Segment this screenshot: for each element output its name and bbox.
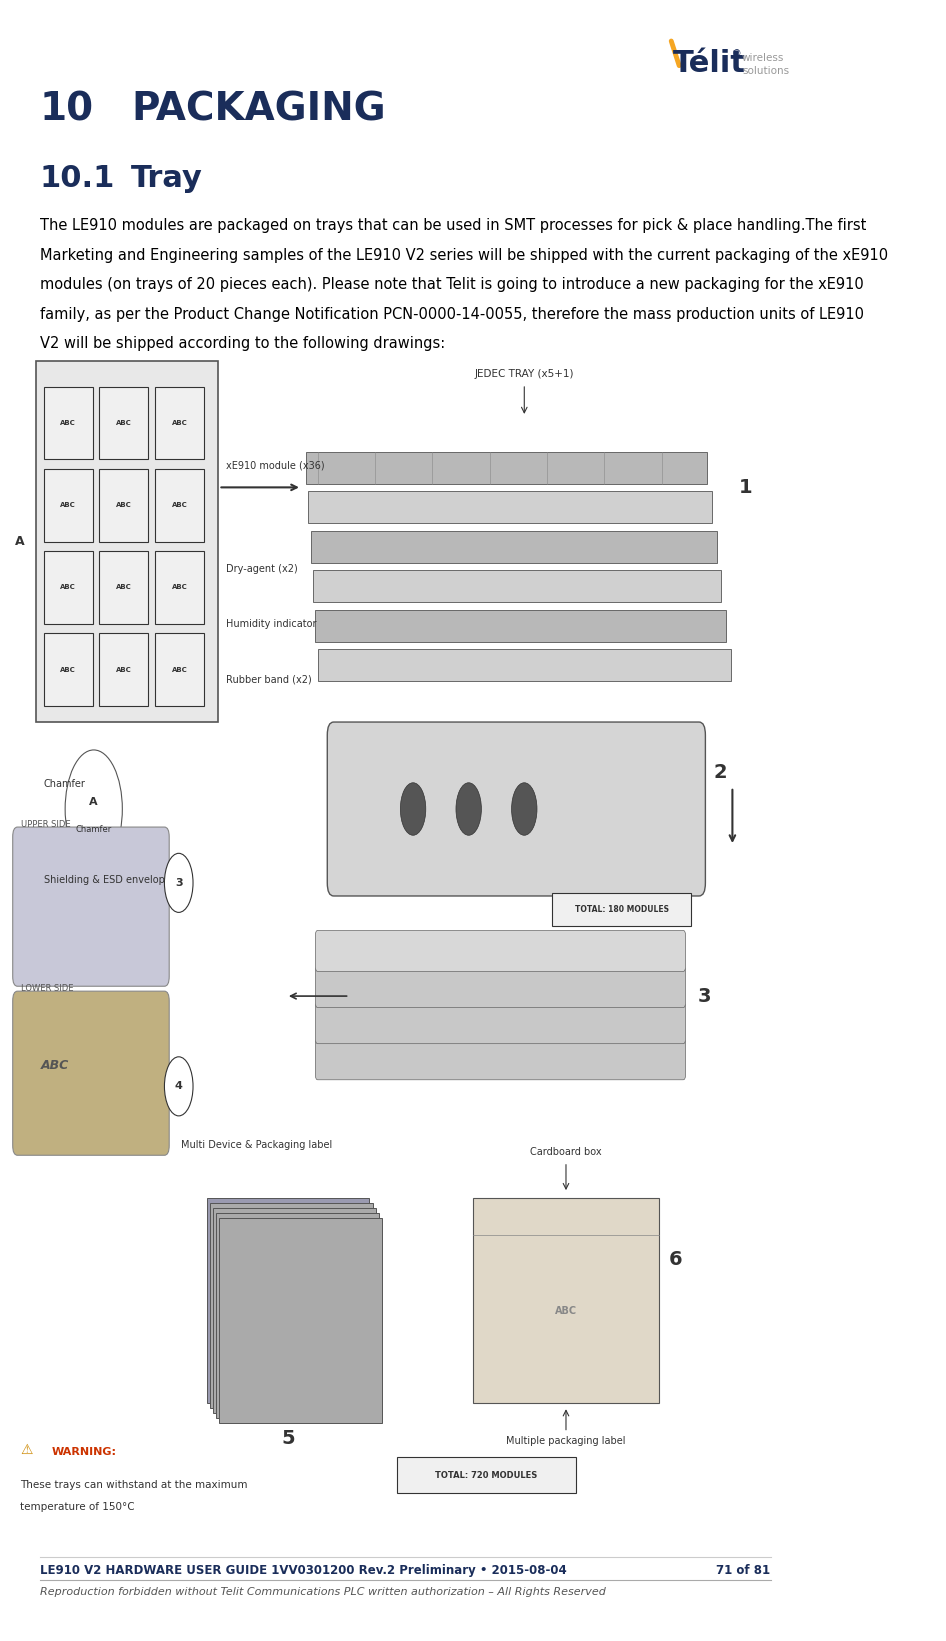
Circle shape	[400, 783, 426, 835]
Text: ABC: ABC	[171, 666, 187, 673]
Text: ABC: ABC	[116, 420, 131, 427]
Text: Multi Device & Packaging label: Multi Device & Packaging label	[181, 1140, 332, 1150]
Bar	[552, 893, 692, 926]
Text: Marketing and Engineering samples of the LE910 V2 series will be shipped with th: Marketing and Engineering samples of the…	[40, 248, 888, 263]
Text: PACKAGING: PACKAGING	[131, 90, 386, 128]
Text: ABC: ABC	[61, 666, 76, 673]
Text: ABC: ABC	[61, 502, 76, 509]
Bar	[216, 1213, 379, 1418]
Bar	[306, 453, 707, 484]
Text: WARNING:: WARNING:	[52, 1447, 116, 1457]
Text: Chamfer: Chamfer	[76, 825, 112, 834]
Bar	[44, 469, 93, 542]
Bar	[318, 650, 731, 681]
Bar	[99, 633, 149, 706]
Text: 6: 6	[669, 1250, 682, 1268]
Text: The LE910 modules are packaged on trays that can be used in SMT processes for pi: The LE910 modules are packaged on trays …	[40, 218, 867, 233]
FancyBboxPatch shape	[315, 1003, 686, 1044]
Text: Rubber band (x2): Rubber band (x2)	[226, 674, 312, 684]
Text: Télit: Télit	[673, 49, 745, 79]
Bar	[155, 387, 203, 459]
Bar	[313, 571, 721, 602]
Bar	[155, 633, 203, 706]
Text: V2 will be shipped according to the following drawings:: V2 will be shipped according to the foll…	[40, 336, 445, 351]
Text: 10.1: 10.1	[40, 164, 115, 194]
Bar	[36, 361, 219, 722]
Text: A: A	[90, 798, 98, 807]
Bar	[397, 1457, 576, 1493]
Text: 4: 4	[175, 1081, 183, 1091]
Bar	[473, 1198, 659, 1403]
Text: LOWER SIDE: LOWER SIDE	[22, 985, 74, 993]
Text: Humidity indicator: Humidity indicator	[226, 619, 317, 629]
FancyBboxPatch shape	[315, 1039, 686, 1080]
Text: 5: 5	[281, 1429, 295, 1449]
Bar	[213, 1208, 376, 1413]
Bar	[99, 387, 149, 459]
Bar	[99, 551, 149, 624]
Bar	[315, 609, 726, 642]
Text: temperature of 150°C: temperature of 150°C	[20, 1502, 134, 1511]
FancyBboxPatch shape	[12, 827, 169, 986]
Circle shape	[512, 783, 537, 835]
Text: LE910 V2 HARDWARE USER GUIDE 1VV0301200 Rev.2 Preliminary • 2015-08-04: LE910 V2 HARDWARE USER GUIDE 1VV0301200 …	[40, 1564, 567, 1577]
FancyBboxPatch shape	[12, 991, 169, 1155]
Text: ABC: ABC	[171, 420, 187, 427]
Bar	[310, 532, 716, 563]
Text: xE910 module (x36): xE910 module (x36)	[226, 461, 325, 471]
Bar	[44, 387, 93, 459]
Text: Reproduction forbidden without Telit Communications PLC written authorization – : Reproduction forbidden without Telit Com…	[40, 1587, 605, 1597]
Bar	[219, 1218, 382, 1423]
Text: A: A	[15, 535, 25, 548]
Bar	[206, 1198, 369, 1403]
Text: Chamfer: Chamfer	[44, 779, 85, 789]
Text: 2: 2	[713, 763, 727, 781]
Text: 10: 10	[40, 90, 94, 128]
Circle shape	[165, 853, 193, 912]
Text: ABC: ABC	[61, 420, 76, 427]
Text: Multiple packaging label: Multiple packaging label	[506, 1436, 625, 1446]
Text: Dry-agent (x2): Dry-agent (x2)	[226, 565, 298, 574]
Text: ABC: ABC	[116, 584, 131, 591]
Text: Cardboard box: Cardboard box	[530, 1147, 602, 1157]
Bar	[44, 551, 93, 624]
Bar	[155, 469, 203, 542]
Text: ABC: ABC	[555, 1306, 577, 1316]
Circle shape	[456, 783, 482, 835]
Bar	[99, 469, 149, 542]
Text: 1: 1	[739, 478, 752, 497]
Text: 71 of 81: 71 of 81	[716, 1564, 771, 1577]
Text: modules (on trays of 20 pieces each). Please note that Telit is going to introdu: modules (on trays of 20 pieces each). Pl…	[40, 277, 864, 292]
Text: TOTAL: 720 MODULES: TOTAL: 720 MODULES	[435, 1470, 537, 1480]
Bar	[308, 492, 711, 523]
Text: family, as per the Product Change Notification PCN-0000-14-0055, therefore the m: family, as per the Product Change Notifi…	[40, 307, 864, 322]
Text: 3: 3	[697, 986, 711, 1006]
Text: ABC: ABC	[171, 502, 187, 509]
Text: ABC: ABC	[171, 584, 187, 591]
Text: UPPER SIDE: UPPER SIDE	[22, 820, 71, 829]
FancyBboxPatch shape	[315, 930, 686, 971]
Text: ABC: ABC	[42, 1060, 70, 1073]
Text: ®: ®	[731, 49, 742, 59]
Bar	[210, 1203, 373, 1408]
FancyBboxPatch shape	[315, 967, 686, 1008]
Bar	[155, 551, 203, 624]
Text: ABC: ABC	[116, 666, 131, 673]
Text: Shielding & ESD envelope: Shielding & ESD envelope	[44, 875, 170, 884]
Text: JEDEC TRAY (x5+1): JEDEC TRAY (x5+1)	[475, 369, 574, 379]
Circle shape	[165, 1057, 193, 1116]
Text: 3: 3	[175, 878, 183, 888]
Circle shape	[65, 750, 122, 868]
Bar	[44, 633, 93, 706]
Text: These trays can withstand at the maximum: These trays can withstand at the maximum	[20, 1480, 247, 1490]
FancyBboxPatch shape	[327, 722, 706, 896]
Text: ABC: ABC	[116, 502, 131, 509]
Text: Tray: Tray	[131, 164, 203, 194]
Text: ⚠: ⚠	[20, 1442, 32, 1457]
Text: wireless
solutions: wireless solutions	[742, 53, 789, 75]
Text: ABC: ABC	[61, 584, 76, 591]
Text: TOTAL: 180 MODULES: TOTAL: 180 MODULES	[574, 904, 669, 914]
